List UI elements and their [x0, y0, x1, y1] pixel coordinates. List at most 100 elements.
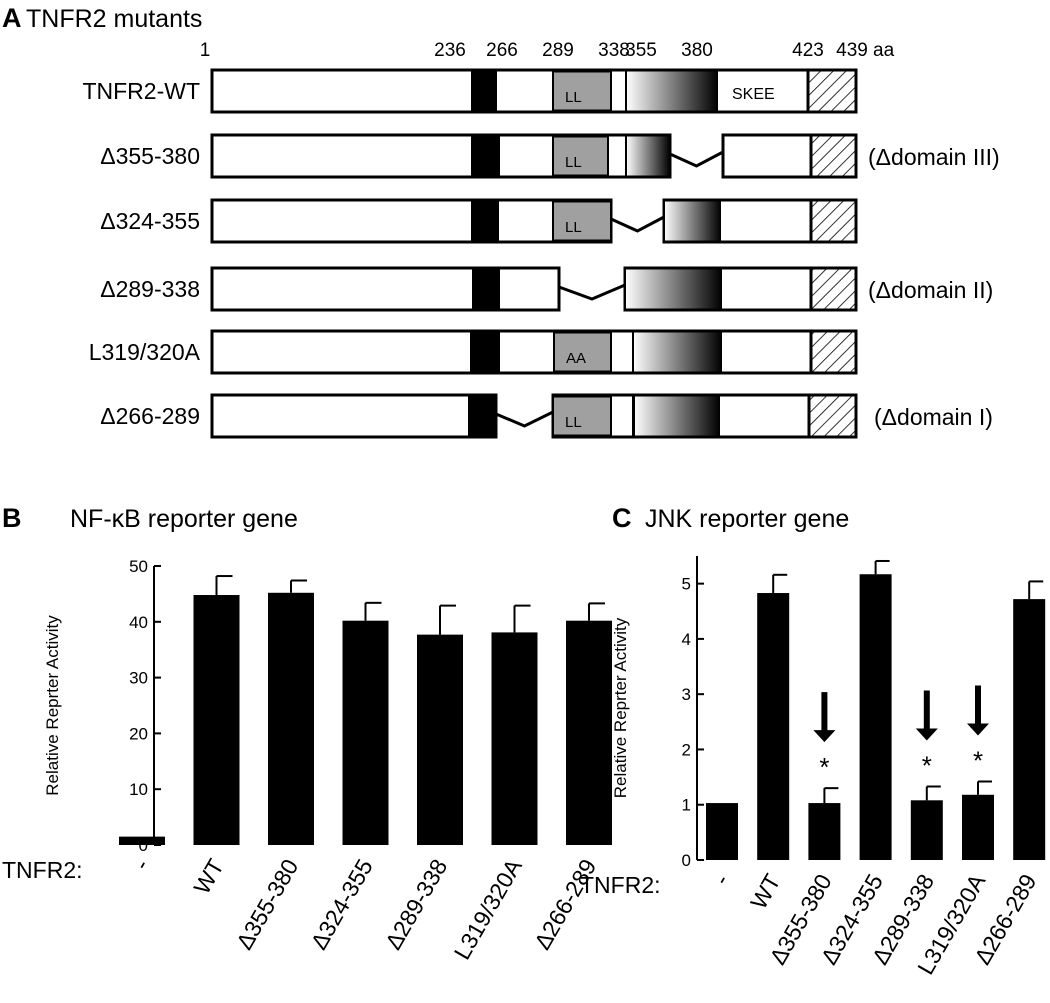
category-label: Δ266-289 — [529, 855, 601, 954]
down-arrow-head — [916, 728, 938, 740]
segment-outline — [212, 268, 559, 310]
y-axis-label: Relative Reprter Activity — [43, 615, 62, 796]
bar — [808, 803, 840, 860]
domain-note: (Δdomain I) — [874, 404, 993, 430]
position-label: 355 — [625, 40, 657, 61]
construct-label: TNFR2-WT — [82, 78, 200, 104]
position-label: 423 — [792, 40, 824, 61]
position-label: 380 — [681, 40, 713, 61]
y-tick-label: 4 — [682, 630, 691, 649]
construct-label: L319/320A — [89, 339, 201, 365]
significance-marker: * — [922, 750, 932, 780]
y-tick-label: 5 — [682, 575, 691, 594]
category-label: Δ324-355 — [305, 855, 377, 954]
panel-c-letter: C — [612, 503, 632, 533]
transmembrane-block — [471, 200, 499, 242]
deletion-linker — [496, 412, 553, 426]
bar — [119, 837, 165, 845]
hatched-domain — [811, 270, 855, 309]
hatched-domain — [811, 333, 855, 372]
category-label: Δ289-338 — [380, 855, 452, 954]
bar — [706, 803, 738, 860]
panel-b-title: NF-κB reporter gene — [70, 505, 298, 533]
bar — [566, 621, 612, 845]
y-tick-label: 0 — [682, 851, 691, 870]
y-tick-label: 20 — [129, 724, 148, 743]
segment-outline — [212, 331, 856, 373]
domain-note: (Δdomain II) — [868, 277, 993, 303]
bar — [860, 574, 892, 860]
category-label: Δ355-380 — [231, 855, 303, 954]
gradient-domain — [625, 270, 722, 309]
y-tick-label: 40 — [129, 613, 148, 632]
motif-box — [553, 397, 611, 436]
domain-note: (Δdomain III) — [868, 144, 1000, 170]
y-tick-label: 2 — [682, 740, 691, 759]
position-label: 1 — [200, 40, 211, 61]
bar — [1013, 599, 1045, 860]
y-tick-label: 1 — [682, 796, 691, 815]
bar — [757, 593, 789, 860]
construct-row: Δ324-355 LL — [100, 200, 856, 242]
tail-label: SKEE — [732, 86, 775, 103]
position-label: 439 — [836, 40, 868, 61]
construct-row: L319/320A AA — [89, 331, 856, 373]
significance-marker: * — [973, 746, 983, 776]
bar — [194, 595, 240, 845]
construct-row: Δ266-289 LL (Δdomain I) — [100, 395, 993, 437]
deletion-linker — [611, 217, 664, 231]
construct-label: Δ266-289 — [100, 403, 200, 429]
construct-row: Δ289-338 (Δdomain II) — [100, 268, 993, 310]
hatched-domain — [811, 202, 855, 241]
motif-label: LL — [565, 89, 582, 106]
transmembrane-block — [472, 268, 500, 310]
motif-label: LL — [565, 219, 582, 236]
panel-b: B NF-κB reporter gene 0 10 20 30 40 50 Relativ… — [2, 503, 612, 964]
position-label: 236 — [434, 40, 466, 61]
y-tick-label: 3 — [682, 685, 691, 704]
motif-label: AA — [566, 350, 586, 367]
construct-label: Δ355-380 — [100, 143, 200, 169]
bar — [343, 621, 389, 845]
position-label: 266 — [486, 40, 518, 61]
y-tick-label: 10 — [129, 780, 148, 799]
segment-outline — [212, 395, 496, 437]
y-axis-label: Relative Reprter Activity — [611, 617, 630, 798]
category-label: - — [128, 855, 154, 875]
motif-box — [553, 202, 611, 241]
transmembrane-block — [470, 331, 500, 373]
motif-box — [553, 72, 611, 111]
category-label: - — [708, 870, 734, 890]
bar — [268, 593, 314, 845]
panel-a-title: TNFR2 mutants — [26, 5, 202, 33]
transmembrane-block — [471, 70, 497, 112]
gradient-domain — [634, 397, 720, 436]
position-label: 289 — [542, 40, 574, 61]
bar — [911, 800, 943, 860]
bar — [962, 795, 994, 860]
panel-a-letter: A — [2, 3, 22, 33]
category-label: WT — [745, 870, 785, 914]
panel-c-title: JNK reporter gene — [645, 505, 849, 533]
motif-label: LL — [565, 154, 582, 171]
construct-label: Δ289-338 — [100, 276, 200, 302]
segment-outline — [212, 200, 611, 242]
gradient-domain — [633, 333, 722, 372]
gradient-domain — [626, 137, 670, 176]
construct-rows: TNFR2-WT LL SKEE Δ355-380 LL (Δdomain III) Δ32… — [82, 70, 999, 437]
construct-row: Δ355-380 LL (Δdomain III) — [100, 135, 999, 177]
significance-marker: * — [819, 752, 829, 782]
construct-label: Δ324-355 — [100, 208, 200, 234]
y-tick-label: 30 — [129, 669, 148, 688]
transmembrane-block — [468, 395, 496, 437]
motif-label: LL — [565, 414, 582, 431]
down-arrow-head — [813, 730, 835, 742]
panel-b-letter: B — [2, 503, 22, 533]
hatched-domain — [808, 72, 855, 111]
gradient-domain — [626, 72, 718, 111]
category-label: WT — [188, 855, 228, 899]
